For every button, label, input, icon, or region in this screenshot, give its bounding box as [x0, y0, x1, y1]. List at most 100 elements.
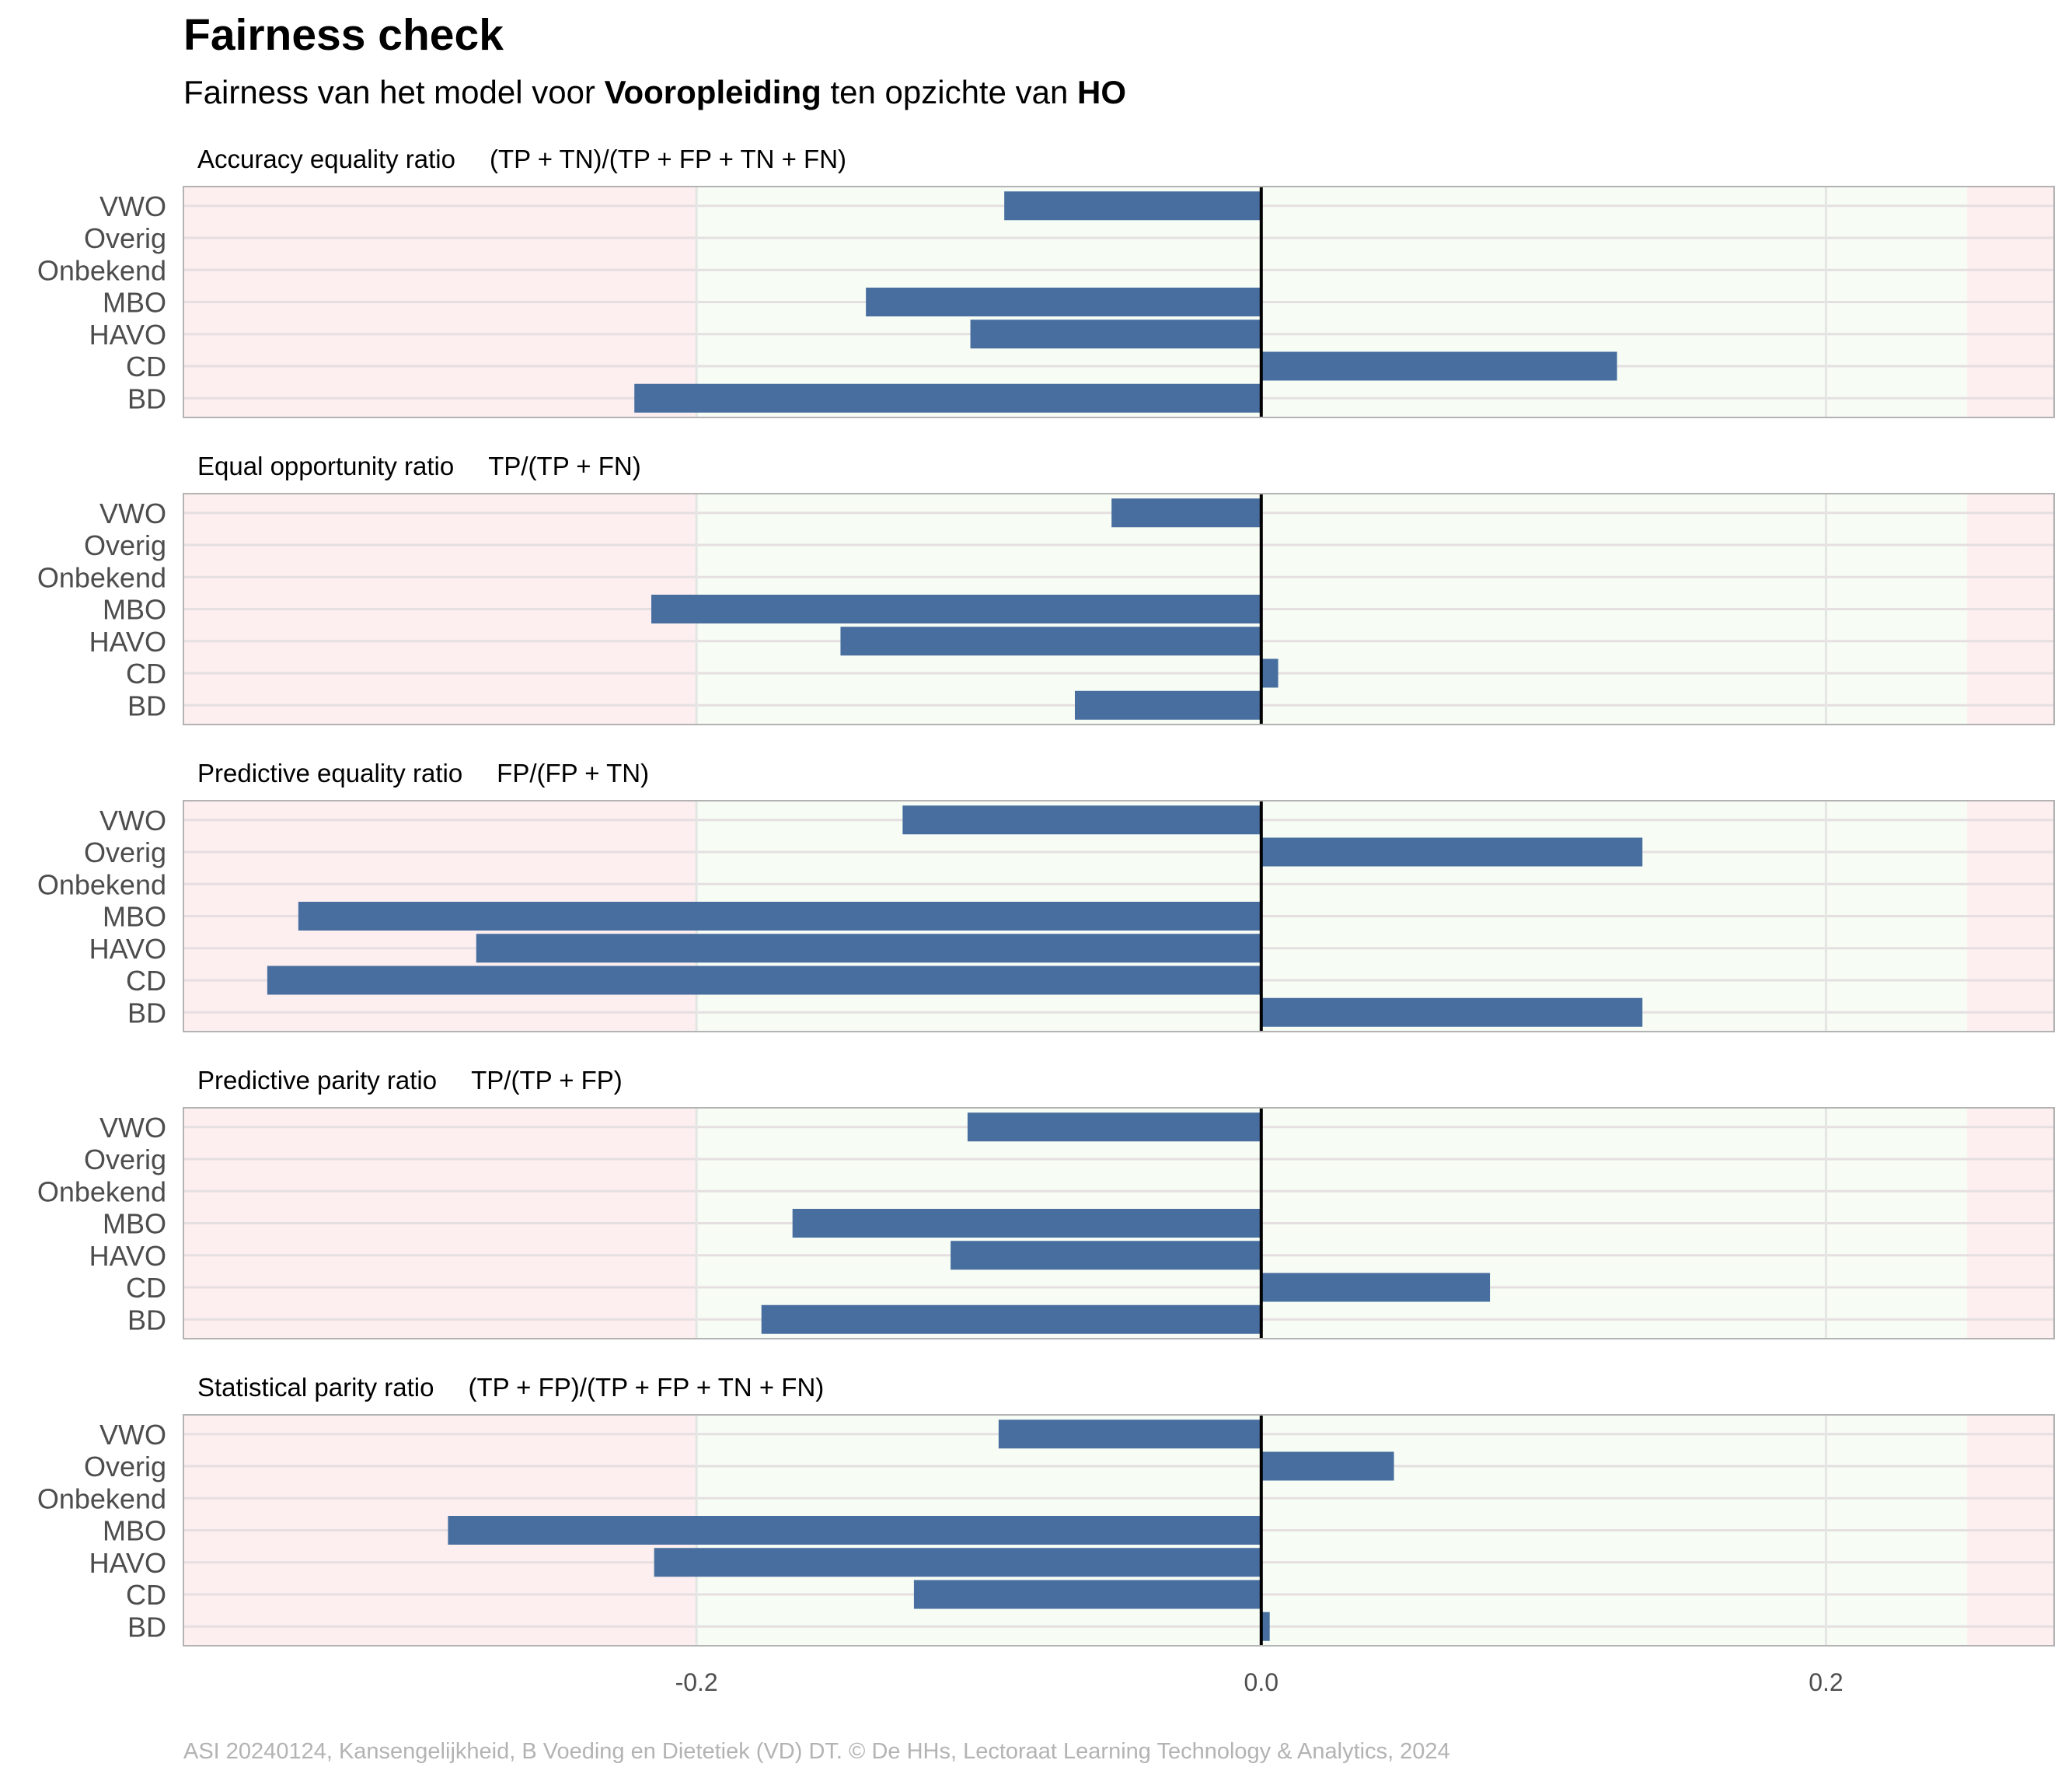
bar-mbo	[792, 1209, 1261, 1238]
bar-havo	[840, 627, 1261, 656]
facet-panel: Equal opportunity ratio TP/(TP + FN) VWOOv…	[37, 452, 2055, 725]
bar-mbo	[298, 902, 1261, 931]
bar-overig	[1261, 837, 1643, 867]
chart-title: Fairness check	[183, 10, 504, 60]
category-label: BD	[127, 997, 166, 1028]
bar-havo	[476, 934, 1261, 963]
category-label: Overig	[84, 1451, 166, 1482]
bar-havo	[970, 320, 1261, 349]
bar-bd	[1261, 1612, 1270, 1641]
bar-bd	[1261, 997, 1643, 1027]
category-label: CD	[126, 1579, 166, 1611]
bar-cd	[1261, 1273, 1491, 1302]
bar-bd	[634, 383, 1261, 413]
subtitle-part-2: Vooropleiding	[605, 74, 821, 110]
bar-bd	[761, 1304, 1261, 1334]
facet-metric: Predictive equality ratio	[197, 759, 462, 787]
category-label: BD	[127, 690, 166, 721]
bar-mbo	[448, 1516, 1261, 1545]
x-tick-label: 0.2	[1809, 1668, 1843, 1696]
bar-cd	[1261, 351, 1617, 381]
subtitle-part-4: HO	[1077, 74, 1126, 110]
bar-mbo	[651, 595, 1261, 623]
panel-border	[183, 1107, 2055, 1339]
facet-panel: Accuracy equality ratio (TP + TN)/(TP + F…	[37, 145, 2055, 418]
category-label: Overig	[84, 1144, 166, 1175]
category-label: HAVO	[89, 1240, 166, 1272]
category-label: CD	[126, 965, 166, 997]
facet-label: Equal opportunity ratio TP/(TP + FN)	[197, 452, 641, 480]
facet-metric: Equal opportunity ratio	[197, 452, 454, 480]
chart-subtitle: Fairness van het model voor Vooropleidin…	[183, 74, 1126, 110]
bar-cd	[267, 966, 1261, 995]
category-label: BD	[127, 382, 166, 414]
category-label: BD	[127, 1611, 166, 1643]
facet-formula: TP/(TP + FN)	[488, 452, 641, 480]
chart-caption: ASI 20240124, Kansengelijkheid, B Voedin…	[183, 1739, 1450, 1764]
category-label: HAVO	[89, 1547, 166, 1579]
bar-vwo	[902, 805, 1261, 835]
facet-panel: Predictive equality ratio FP/(FP + TN) VWO…	[37, 759, 2055, 1032]
category-label: MBO	[103, 287, 166, 319]
panel-border	[183, 1414, 2055, 1647]
bar-mbo	[866, 288, 1261, 316]
category-label: Onbekend	[37, 1482, 166, 1514]
facet-formula: FP/(FP + TN)	[497, 759, 649, 787]
bar-vwo	[1111, 498, 1261, 528]
category-label: CD	[126, 658, 166, 690]
bar-havo	[654, 1548, 1261, 1577]
facet-label: Statistical parity ratio (TP + FP)/(TP + …	[197, 1373, 824, 1402]
category-label: MBO	[103, 1515, 166, 1547]
bar-vwo	[967, 1112, 1261, 1142]
facet-panel: Predictive parity ratio TP/(TP + FP) VWOOv…	[37, 1066, 2055, 1339]
category-label: VWO	[99, 1112, 166, 1144]
facet-metric: Predictive parity ratio	[197, 1066, 437, 1095]
bar-havo	[951, 1241, 1261, 1270]
category-label: MBO	[103, 594, 166, 626]
panel-border	[183, 186, 2055, 418]
category-label: BD	[127, 1304, 166, 1336]
bar-cd	[1261, 658, 1278, 688]
facet-panel: Statistical parity ratio (TP + FP)/(TP + …	[37, 1373, 2055, 1647]
bar-cd	[913, 1580, 1261, 1609]
x-tick-label: 0.0	[1244, 1668, 1278, 1696]
category-label: Onbekend	[37, 1175, 166, 1207]
category-label: Overig	[84, 836, 166, 868]
category-label: CD	[126, 351, 166, 382]
category-label: VWO	[99, 190, 166, 222]
bar-vwo	[998, 1420, 1261, 1449]
category-label: HAVO	[89, 626, 166, 658]
facet-formula: (TP + TN)/(TP + FP + TN + FN)	[490, 145, 846, 173]
facet-formula: (TP + FP)/(TP + FP + TN + FN)	[468, 1373, 824, 1402]
bar-overig	[1261, 1451, 1394, 1481]
subtitle-part-1: Fairness van het model voor	[183, 74, 605, 110]
x-tick-label: -0.2	[675, 1668, 718, 1696]
facet-panels: Accuracy equality ratio (TP + TN)/(TP + F…	[37, 145, 2055, 1647]
category-label: Overig	[84, 529, 166, 561]
x-axis: -0.2 0.0 0.2	[675, 1668, 1844, 1696]
facet-metric: Statistical parity ratio	[197, 1373, 434, 1402]
panel-border	[183, 800, 2055, 1032]
facet-formula: TP/(TP + FP)	[471, 1066, 623, 1095]
category-label: CD	[126, 1272, 166, 1304]
category-label: MBO	[103, 1208, 166, 1240]
category-label: VWO	[99, 1419, 166, 1451]
facet-label: Accuracy equality ratio (TP + TN)/(TP + F…	[197, 145, 846, 173]
bar-vwo	[1004, 191, 1261, 221]
category-label: VWO	[99, 498, 166, 529]
category-label: MBO	[103, 901, 166, 933]
facet-label: Predictive parity ratio TP/(TP + FP)	[197, 1066, 623, 1095]
category-label: Overig	[84, 222, 166, 254]
category-label: HAVO	[89, 933, 166, 965]
subtitle-part-3: ten opzichte van	[821, 74, 1077, 110]
facet-metric: Accuracy equality ratio	[197, 145, 455, 173]
panel-border	[183, 493, 2055, 725]
category-label: VWO	[99, 805, 166, 836]
category-label: HAVO	[89, 319, 166, 351]
category-label: Onbekend	[37, 868, 166, 900]
category-label: Onbekend	[37, 561, 166, 593]
facet-label: Predictive equality ratio FP/(FP + TN)	[197, 759, 649, 787]
bar-bd	[1075, 690, 1261, 720]
category-label: Onbekend	[37, 254, 166, 286]
